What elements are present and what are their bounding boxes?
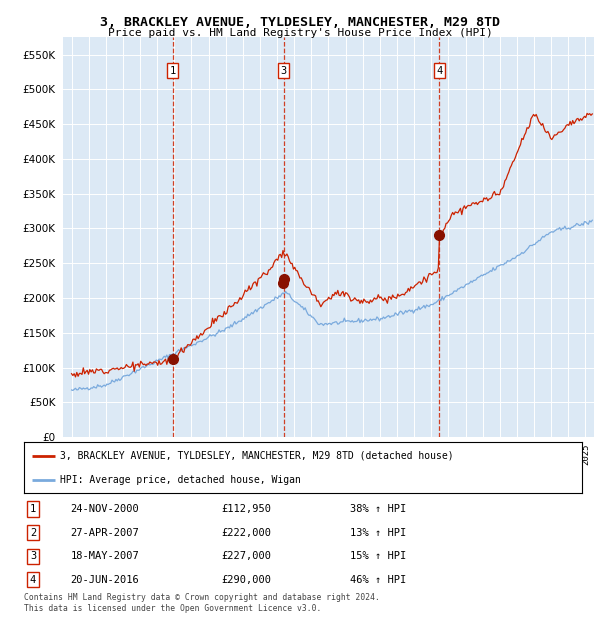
Text: HPI: Average price, detached house, Wigan: HPI: Average price, detached house, Wiga… (60, 475, 301, 485)
Text: 3, BRACKLEY AVENUE, TYLDESLEY, MANCHESTER, M29 8TD: 3, BRACKLEY AVENUE, TYLDESLEY, MANCHESTE… (100, 16, 500, 29)
Text: 38% ↑ HPI: 38% ↑ HPI (350, 504, 406, 514)
Text: Price paid vs. HM Land Registry's House Price Index (HPI): Price paid vs. HM Land Registry's House … (107, 28, 493, 38)
Text: 3, BRACKLEY AVENUE, TYLDESLEY, MANCHESTER, M29 8TD (detached house): 3, BRACKLEY AVENUE, TYLDESLEY, MANCHESTE… (60, 451, 454, 461)
Text: 27-APR-2007: 27-APR-2007 (71, 528, 139, 538)
Text: Contains HM Land Registry data © Crown copyright and database right 2024.
This d: Contains HM Land Registry data © Crown c… (24, 593, 380, 613)
Text: 24-NOV-2000: 24-NOV-2000 (71, 504, 139, 514)
Text: 20-JUN-2016: 20-JUN-2016 (71, 575, 139, 585)
Text: 2: 2 (30, 528, 36, 538)
Text: 3: 3 (280, 66, 287, 76)
Text: £112,950: £112,950 (221, 504, 271, 514)
Text: 46% ↑ HPI: 46% ↑ HPI (350, 575, 406, 585)
Text: 1: 1 (170, 66, 176, 76)
Text: £290,000: £290,000 (221, 575, 271, 585)
Text: 4: 4 (436, 66, 442, 76)
Text: 15% ↑ HPI: 15% ↑ HPI (350, 551, 406, 561)
Text: 18-MAY-2007: 18-MAY-2007 (71, 551, 139, 561)
Text: 4: 4 (30, 575, 36, 585)
Text: 1: 1 (30, 504, 36, 514)
Text: 3: 3 (30, 551, 36, 561)
Text: £227,000: £227,000 (221, 551, 271, 561)
Text: 13% ↑ HPI: 13% ↑ HPI (350, 528, 406, 538)
Text: £222,000: £222,000 (221, 528, 271, 538)
